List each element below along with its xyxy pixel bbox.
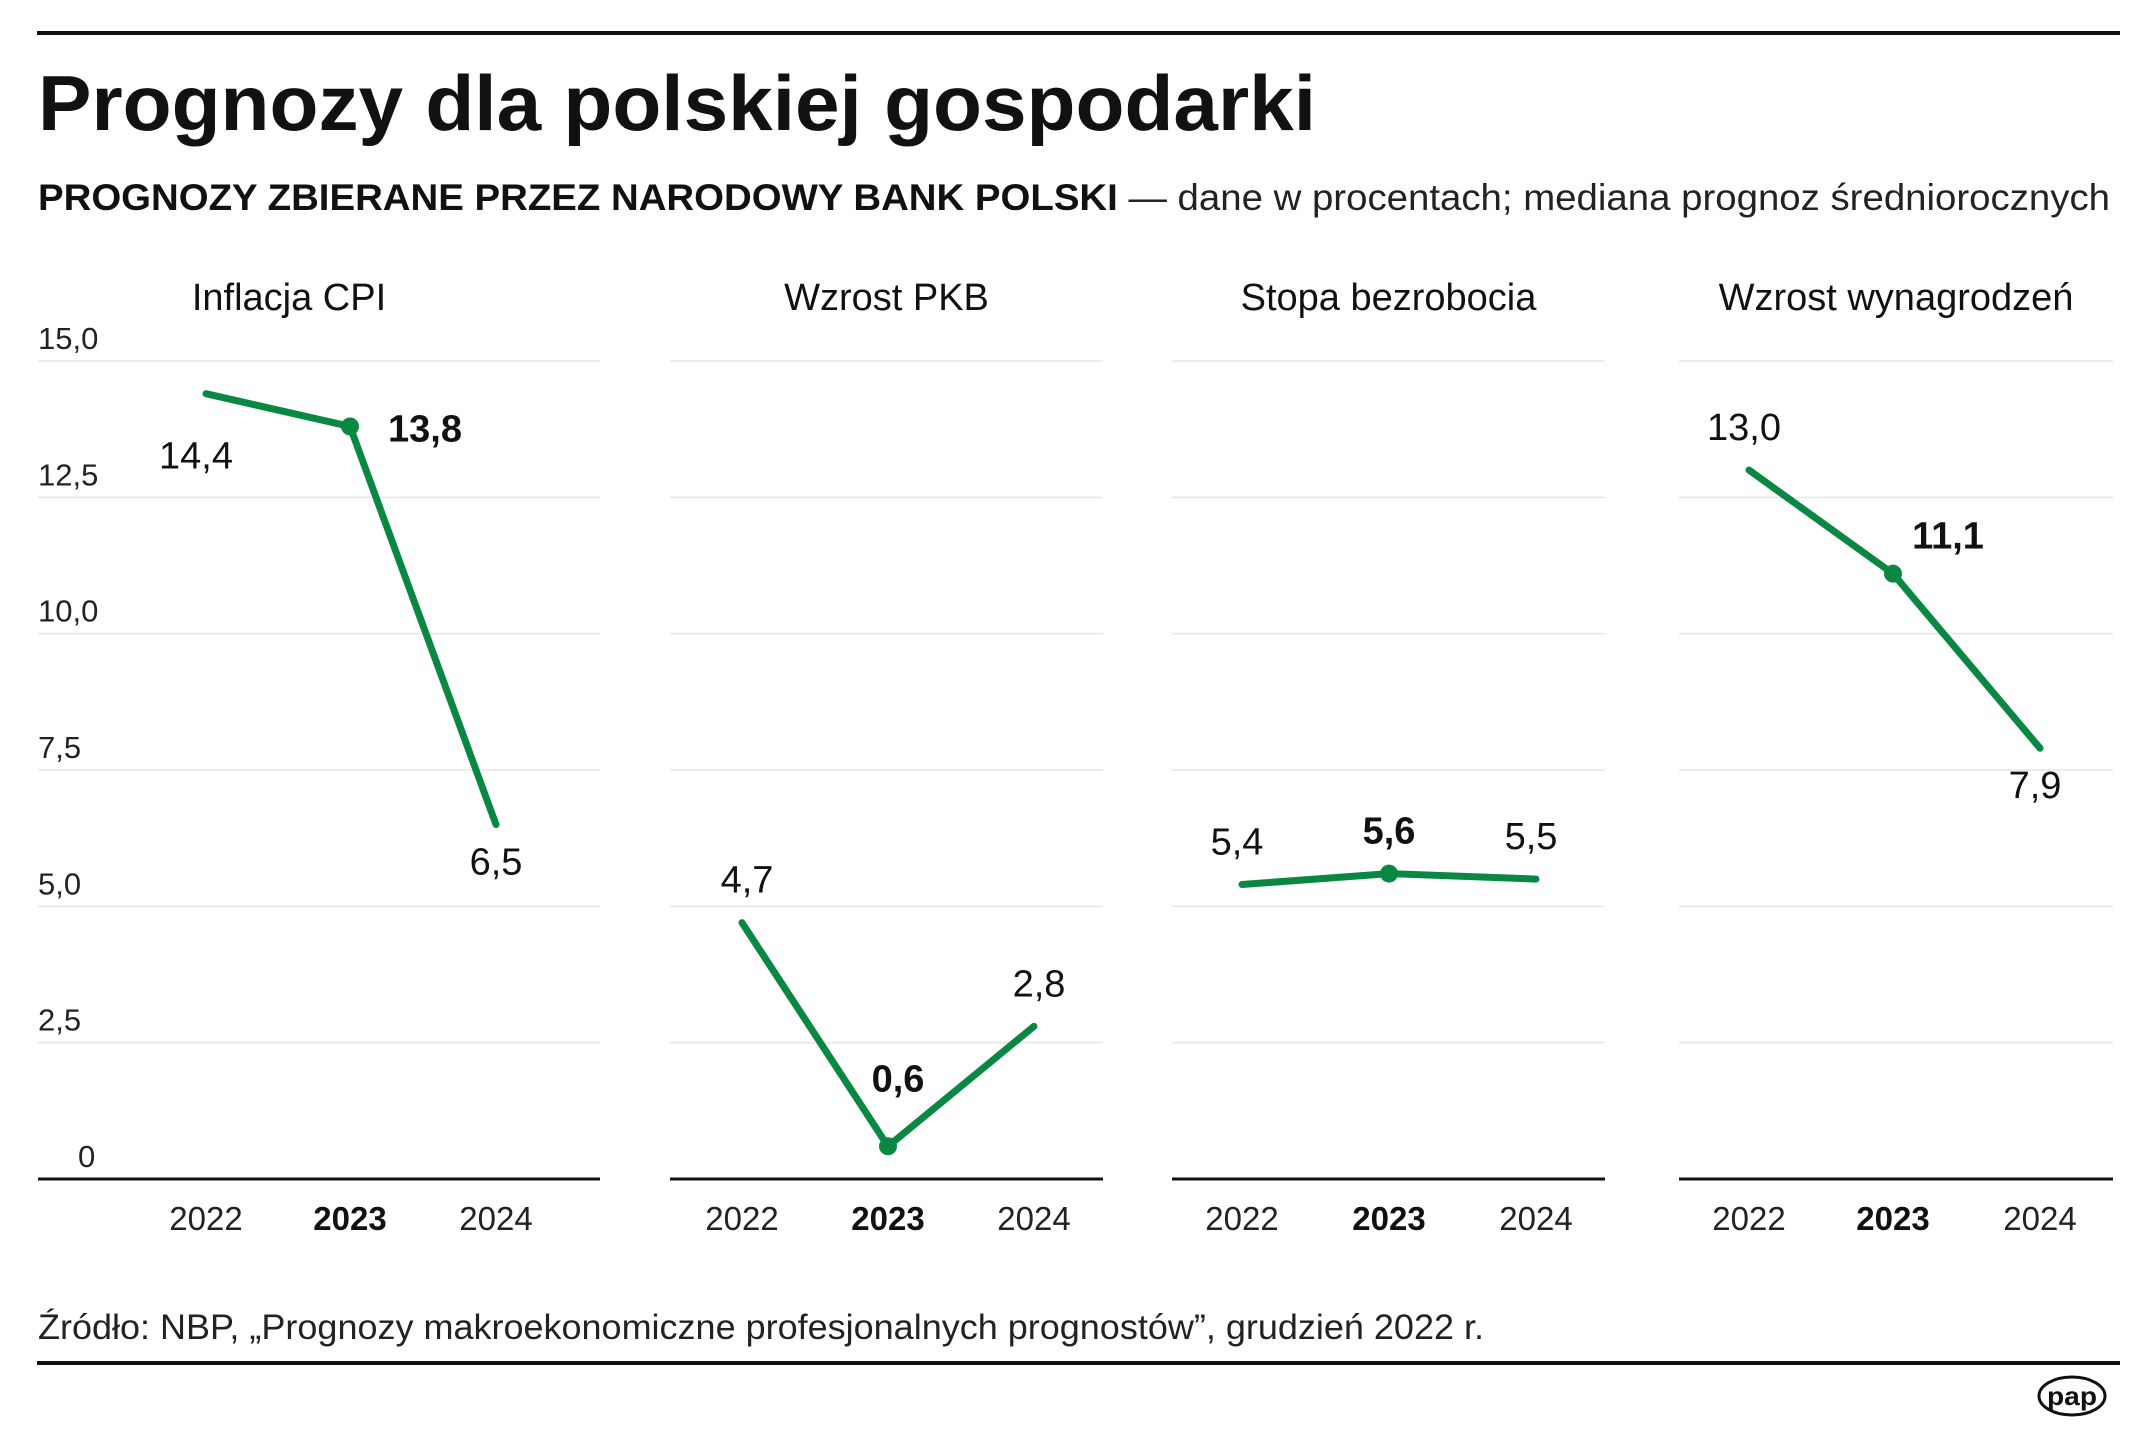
y-tick-label: 0 <box>78 1139 95 1174</box>
data-label: 6,5 <box>470 842 523 884</box>
subtitle-bold: PROGNOZY ZBIERANE PRZEZ NARODOWY BANK PO… <box>38 177 1118 218</box>
x-tick-label: 2022 <box>705 1200 778 1237</box>
y-tick-label: 10,0 <box>38 594 98 629</box>
x-tick-label: 2024 <box>997 1200 1070 1237</box>
data-label: 2,8 <box>1013 963 1066 1005</box>
data-point <box>1380 864 1398 883</box>
data-label: 4,7 <box>721 860 774 902</box>
source-note: Źródło: NBP, „Prognozy makroekonomiczne … <box>38 1308 1484 1347</box>
y-tick-label: 7,5 <box>38 730 81 765</box>
x-tick-label: 2023 <box>851 1200 924 1237</box>
data-point <box>879 1137 897 1156</box>
series-line <box>202 390 500 829</box>
data-label: 14,4 <box>159 436 233 478</box>
x-tick-label: 2024 <box>459 1200 532 1237</box>
panel-title: Wzrost wynagrodzeń <box>1719 277 2074 319</box>
data-label: 7,9 <box>2009 765 2062 807</box>
data-label: 5,6 <box>1363 811 1416 853</box>
series-line <box>1745 466 2044 752</box>
y-tick-label: 12,5 <box>38 457 98 492</box>
x-tick-label: 2024 <box>1499 1200 1572 1237</box>
pap-logo: pap <box>2037 1375 2107 1417</box>
page-title: Prognozy dla polskiej gospodarki <box>38 59 1316 147</box>
data-label: 13,0 <box>1707 407 1781 449</box>
x-tick-label: 2022 <box>1712 1200 1785 1237</box>
svg-text:pap: pap <box>2047 1381 2097 1411</box>
subtitle: PROGNOZY ZBIERANE PRZEZ NARODOWY BANK PO… <box>38 177 2110 218</box>
y-tick-label: 5,0 <box>38 866 81 901</box>
x-tick-label: 2022 <box>169 1200 242 1237</box>
x-tick-label: 2023 <box>313 1200 386 1237</box>
data-label: 0,6 <box>872 1058 925 1100</box>
x-tick-label: 2023 <box>1352 1200 1425 1237</box>
x-tick-label: 2022 <box>1205 1200 1278 1237</box>
panel-title: Inflacja CPI <box>192 277 386 319</box>
x-tick-label: 2023 <box>1856 1200 1929 1237</box>
data-point <box>1884 564 1902 583</box>
y-tick-label: 2,5 <box>38 1003 81 1038</box>
panels: 0 2,5 5,0 7,5 10,0 12,5 15,0 Inflacja CPI 2022 14… <box>38 277 2113 1237</box>
y-tick-label: 15,0 <box>38 321 98 356</box>
data-label: 11,1 <box>1912 516 1984 558</box>
data-label: 5,4 <box>1211 822 1264 864</box>
subtitle-rest: — dane w procentach; mediana prognoz śre… <box>1118 177 2110 218</box>
data-label: 5,5 <box>1505 816 1558 858</box>
panel-title: Stopa bezrobocia <box>1241 277 1538 319</box>
x-tick-label: 2024 <box>2003 1200 2076 1237</box>
panel-title: Wzrost PKB <box>784 277 989 319</box>
series-line <box>738 919 1038 1150</box>
data-point <box>341 417 359 436</box>
data-label: 13,8 <box>388 408 462 450</box>
